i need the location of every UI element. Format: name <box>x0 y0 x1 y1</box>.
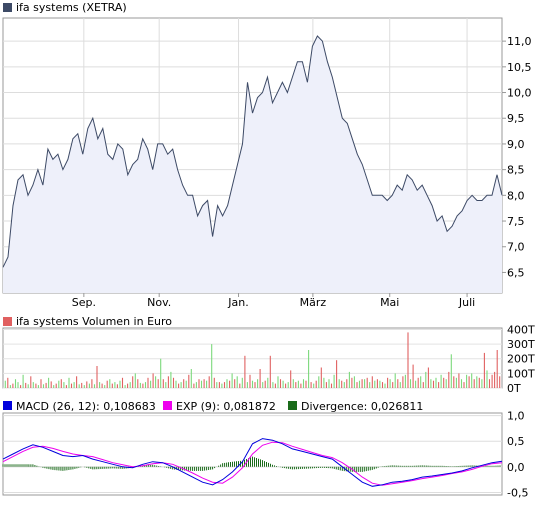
macd-y-axis: -0,5 0,0 0,5 1,0 <box>507 410 528 500</box>
exp-legend-label: EXP (9): 0,081872 <box>176 400 276 413</box>
volume-legend-label: ifa systems Volumen in Euro <box>16 315 172 328</box>
price-y-axis: 6,5 7,0 7,5 8,0 8,5 9,0 9,5 10,0 10,5 11,0 <box>502 35 532 279</box>
volume-y-tick-label: 0T <box>507 382 521 395</box>
price-x-tick-label: Mai <box>380 296 399 309</box>
volume-bars <box>4 332 501 388</box>
price-x-axis: Sep. Nov. Jan. März Mai Juli <box>72 293 475 309</box>
macd-y-tick-label: -0,5 <box>507 486 528 499</box>
macd-y-tick-label: 0,5 <box>507 435 525 448</box>
price-x-tick-label: Sep. <box>72 296 96 309</box>
price-y-tick-label: 10,5 <box>507 61 532 74</box>
macd-legend-swatch <box>3 401 12 410</box>
price-y-tick-label: 10,0 <box>507 87 532 100</box>
macd-grid <box>3 415 502 493</box>
macd-y-tick-label: 1,0 <box>507 410 525 423</box>
price-y-tick-label: 7,0 <box>507 241 525 254</box>
exp-line <box>2 441 503 486</box>
price-line <box>2 35 503 268</box>
volume-y-tick-label: 100T <box>507 367 535 380</box>
price-legend-swatch <box>3 3 12 12</box>
exp-legend-swatch <box>163 401 172 410</box>
volume-legend-swatch <box>3 317 12 326</box>
volume-y-tick-label: 200T <box>507 353 535 366</box>
price-y-tick-label: 7,5 <box>507 215 525 228</box>
price-y-tick-label: 8,5 <box>507 164 525 177</box>
price-y-tick-label: 11,0 <box>507 35 532 48</box>
price-x-tick-label: März <box>300 296 327 309</box>
macd-legend-label: MACD (26, 12): 0,108683 <box>16 400 156 413</box>
price-x-tick-label: Juli <box>458 296 475 309</box>
macd-panel: -0,5 0,0 0,5 1,0 MACD (26, 12): 0,108683 EX… <box>2 400 528 500</box>
price-panel: 6,5 7,0 7,5 8,0 8,5 9,0 9,5 10,0 10,5 11,0 Sep. No… <box>2 1 532 309</box>
divergence-legend-swatch <box>288 401 297 410</box>
price-x-tick-label: Nov. <box>147 296 171 309</box>
macd-line <box>2 438 503 487</box>
price-y-tick-label: 8,0 <box>507 189 525 202</box>
volume-y-tick-label: 400T <box>507 323 535 336</box>
price-y-tick-label: 9,5 <box>507 112 525 125</box>
macd-y-tick-label: 0,0 <box>507 461 525 474</box>
price-y-tick-label: 9,0 <box>507 138 525 151</box>
volume-panel-frame <box>2 327 503 389</box>
price-x-tick-label: Jan. <box>227 296 248 309</box>
price-legend-label: ifa systems (XETRA) <box>16 1 127 14</box>
price-area <box>3 36 502 293</box>
volume-y-tick-label: 300T <box>507 338 535 351</box>
price-y-tick-label: 6,5 <box>507 266 525 279</box>
divergence-legend-label: Divergence: 0,026811 <box>301 400 423 413</box>
